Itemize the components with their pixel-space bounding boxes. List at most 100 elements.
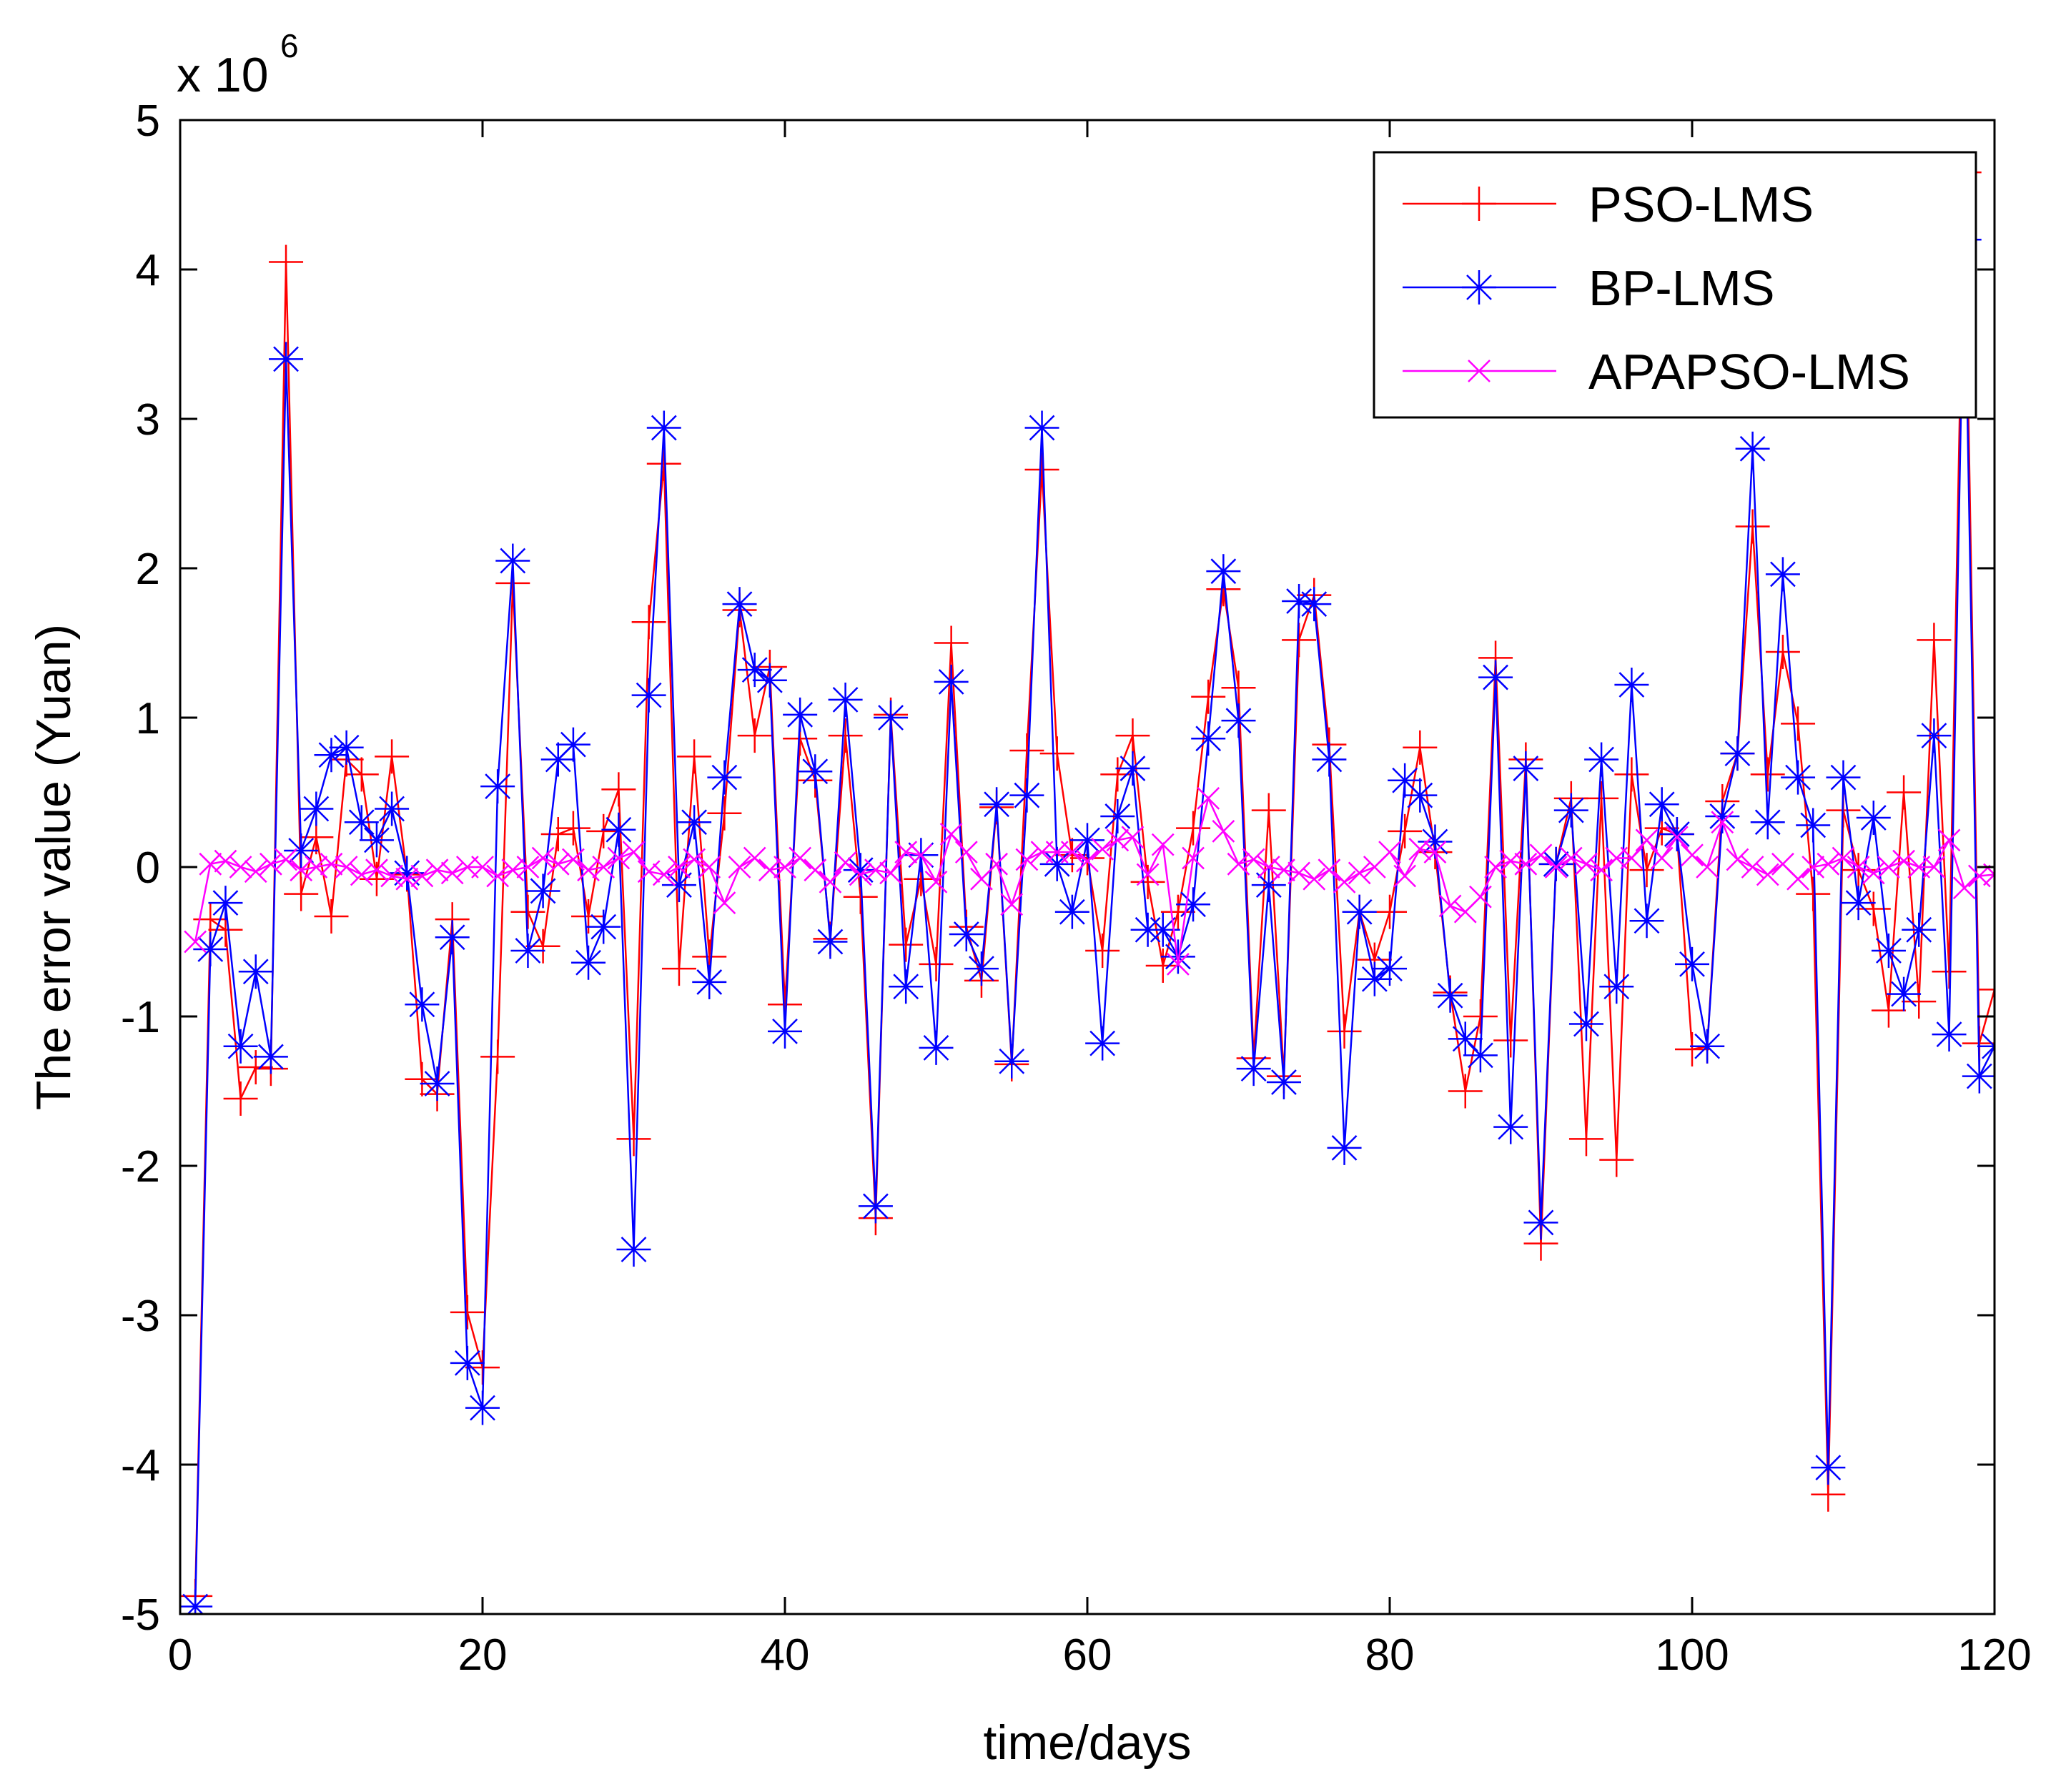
data-point-pso-lms <box>934 625 969 660</box>
legend-entry-apapso-lms: APAPSO-LMS <box>1403 344 1910 400</box>
data-point-bp-lms <box>1403 778 1438 813</box>
data-point-bp-lms <box>1433 978 1468 1013</box>
data-point-bp-lms <box>1826 760 1861 795</box>
data-point-bp-lms <box>692 964 727 999</box>
data-point-bp-lms <box>949 917 984 952</box>
data-point-bp-lms <box>1024 410 1059 445</box>
data-point-bp-lms <box>359 823 394 858</box>
data-point-apapso-lms <box>1015 848 1039 871</box>
data-point-apapso-lms <box>1076 849 1099 873</box>
data-point-apapso-lms <box>365 858 388 882</box>
data-point-apapso-lms <box>1635 828 1659 852</box>
data-point-pso-lms <box>1448 1074 1483 1109</box>
data-point-bp-lms <box>1902 912 1937 947</box>
data-point-bp-lms <box>1568 1006 1603 1041</box>
data-point-apapso-lms <box>1514 852 1538 876</box>
data-point-apapso-lms <box>425 858 449 882</box>
data-point-bp-lms <box>768 1014 802 1049</box>
data-point-apapso-lms <box>214 849 237 873</box>
data-point-pso-lms <box>1024 452 1059 487</box>
data-point-bp-lms <box>525 873 560 909</box>
legend-entries: PSO-LMS BP-LMS APAPSO-LMS <box>1403 177 1910 400</box>
legend: PSO-LMS BP-LMS APAPSO-LMS <box>1373 151 1977 419</box>
data-point-apapso-lms <box>819 871 842 893</box>
data-point-bp-lms <box>1977 1029 1995 1064</box>
data-point-pso-lms <box>1373 894 1407 929</box>
data-point-pso-lms <box>1735 509 1770 544</box>
data-point-apapso-lms <box>909 843 933 867</box>
data-point-bp-lms <box>752 663 787 698</box>
data-point-apapso-lms <box>1650 846 1674 870</box>
data-point-apapso-lms <box>1681 843 1704 867</box>
data-point-bp-lms <box>253 1039 288 1074</box>
x-tick-label: 0 <box>168 1630 192 1680</box>
data-point-pso-lms <box>223 1081 258 1116</box>
data-point-apapso-lms <box>1937 828 1961 852</box>
data-point-bp-lms <box>1811 1450 1846 1485</box>
data-point-pso-lms <box>1009 733 1044 768</box>
y-tick-label: -5 <box>121 1590 160 1640</box>
data-point-bp-lms <box>1675 946 1709 981</box>
data-point-pso-lms <box>1584 781 1619 816</box>
data-point-apapso-lms <box>1197 786 1220 810</box>
data-point-apapso-lms <box>562 848 585 871</box>
data-point-bp-lms <box>1614 668 1649 703</box>
y-tick-label: -4 <box>121 1441 160 1490</box>
data-point-pso-lms <box>1902 984 1937 1019</box>
data-point-bp-lms <box>420 1066 455 1102</box>
plot-content <box>180 155 1995 1614</box>
data-point-bp-lms <box>1705 798 1740 833</box>
data-point-apapso-lms <box>1544 856 1568 878</box>
data-point-bp-lms <box>1115 751 1150 786</box>
data-point-apapso-lms <box>637 860 661 883</box>
data-point-apapso-lms <box>395 867 419 891</box>
data-point-apapso-lms <box>1423 841 1447 863</box>
data-point-apapso-lms <box>1665 826 1689 849</box>
y-multiplier-exponent: 6 <box>280 27 299 64</box>
data-point-bp-lms <box>586 909 621 944</box>
data-point-bp-lms <box>1297 587 1332 622</box>
data-point-apapso-lms <box>1378 841 1401 863</box>
data-point-bp-lms <box>1493 1109 1528 1144</box>
data-point-pso-lms <box>1100 757 1135 792</box>
data-point-apapso-lms <box>1438 894 1462 918</box>
data-point-bp-lms <box>495 543 530 578</box>
data-point-apapso-lms <box>305 856 328 878</box>
x-axis-label: time/days <box>984 1716 1192 1770</box>
data-point-pso-lms <box>1629 853 1664 888</box>
data-point-bp-lms <box>1962 1059 1995 1094</box>
data-point-pso-lms <box>540 817 575 852</box>
data-point-bp-lms <box>1508 751 1543 786</box>
data-point-bp-lms <box>375 791 410 826</box>
data-point-pso-lms <box>1160 894 1195 929</box>
y-axis-label: The error value (Yuan) <box>26 624 81 1110</box>
data-point-apapso-lms <box>894 841 918 863</box>
data-point-apapso-lms <box>924 871 948 893</box>
data-point-pso-lms <box>737 718 772 753</box>
data-point-apapso-lms <box>577 858 600 882</box>
data-point-pso-lms <box>1599 1142 1634 1177</box>
x-tick-label: 60 <box>1063 1630 1112 1680</box>
data-point-apapso-lms <box>244 860 267 883</box>
data-point-bp-lms <box>344 805 379 840</box>
y-tick-label: 0 <box>136 843 160 893</box>
data-point-pso-lms <box>1614 757 1649 792</box>
data-point-pso-lms <box>480 1039 515 1074</box>
data-point-bp-lms <box>858 1189 893 1224</box>
data-point-apapso-lms <box>501 858 525 882</box>
data-point-bp-lms <box>1841 886 1876 921</box>
data-point-apapso-lms <box>410 864 434 888</box>
data-point-pso-lms <box>1765 635 1800 670</box>
data-point-bp-lms <box>1478 660 1513 695</box>
data-point-pso-lms <box>1781 706 1816 741</box>
data-point-apapso-lms <box>1000 893 1024 916</box>
data-point-apapso-lms <box>1242 848 1265 871</box>
data-point-apapso-lms <box>1121 826 1145 849</box>
data-point-bp-lms <box>1312 742 1347 777</box>
data-point-bp-lms <box>1327 1130 1362 1165</box>
data-point-bp-lms <box>1373 951 1407 986</box>
data-point-bp-lms <box>450 1345 485 1380</box>
data-point-bp-lms <box>465 1390 500 1425</box>
x-tick-label: 20 <box>458 1630 508 1680</box>
data-point-pso-lms <box>1856 891 1891 926</box>
